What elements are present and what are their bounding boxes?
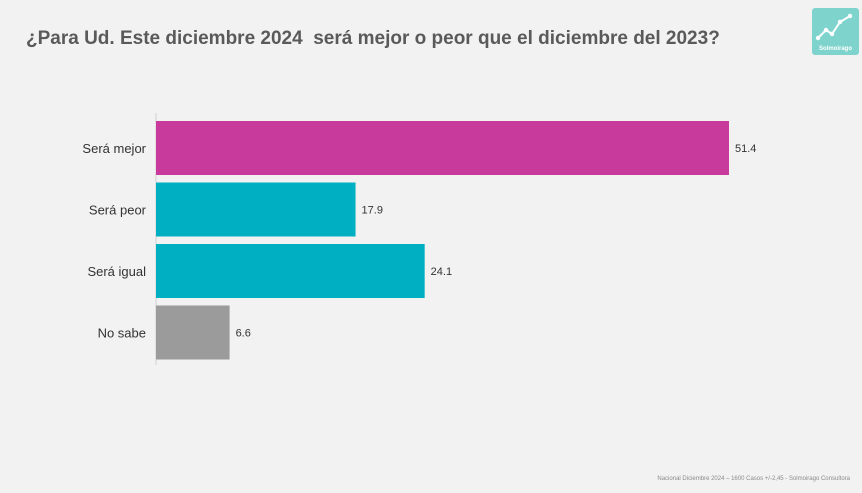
brand-logo: Solmoirago (812, 8, 859, 55)
bar-1 (156, 182, 356, 237)
category-label: No sabe (98, 326, 146, 341)
category-label: Será peor (89, 203, 147, 218)
bar-3 (156, 305, 230, 360)
trend-chart-icon (815, 13, 853, 41)
category-label: Será mejor (82, 141, 146, 156)
bar-2 (156, 244, 425, 298)
footer-note: Nacional Diciembre 2024 – 1600 Casos +/-… (657, 476, 850, 482)
value-label: 24.1 (431, 266, 452, 278)
category-label: Será igual (87, 264, 146, 279)
value-label: 6.6 (236, 328, 251, 340)
value-label: 17.9 (362, 205, 383, 217)
logo-text: Solmoirago (818, 46, 852, 52)
value-label: 51.4 (735, 143, 756, 155)
chart-title: ¿Para Ud. Este diciembre 2024 será mejor… (26, 28, 720, 49)
bar-0 (156, 121, 729, 175)
